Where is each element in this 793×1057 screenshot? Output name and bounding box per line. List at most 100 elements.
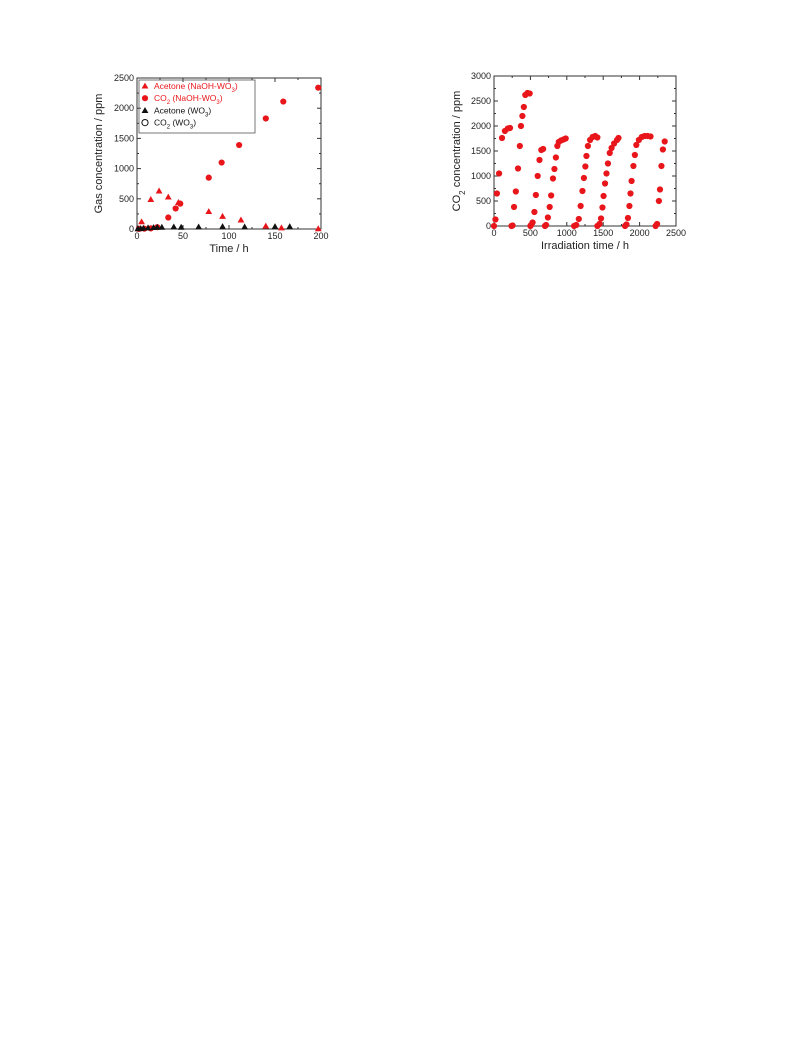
left-series-1-point bbox=[236, 141, 243, 149]
right-y-tick-label: 3000 bbox=[471, 71, 491, 81]
left-series-1-point bbox=[280, 98, 287, 105]
right-y-tick-label: 2000 bbox=[471, 121, 491, 131]
left-series-2-point bbox=[286, 223, 294, 230]
right-series-point bbox=[548, 192, 555, 199]
left-series-0-point bbox=[314, 225, 322, 232]
right-series-point bbox=[583, 152, 590, 160]
right-y-tick-label: 1000 bbox=[471, 171, 491, 181]
right-series-point bbox=[579, 187, 586, 195]
right-series-point bbox=[532, 191, 539, 199]
left-y-tick-label: 2000 bbox=[114, 103, 134, 113]
right-series-point bbox=[549, 175, 557, 182]
left-series-2-point bbox=[271, 223, 279, 230]
right-series-point bbox=[542, 221, 550, 229]
right-series-point bbox=[551, 165, 558, 173]
right-series-point bbox=[628, 177, 635, 185]
left-series-1-point bbox=[315, 84, 322, 91]
right-series-point bbox=[656, 186, 664, 193]
left-series-2-point bbox=[140, 224, 147, 231]
right-series-point bbox=[653, 220, 661, 228]
left-series-0-point bbox=[205, 208, 213, 215]
left-series-2-point bbox=[170, 223, 178, 230]
right-y-tick-label: 2500 bbox=[471, 96, 491, 106]
left-legend: Acetone (NaOH-WO3)CO2 (NaOH-WO3)Acetone … bbox=[138, 79, 256, 134]
right-x-axis-label: Irradiation time / h bbox=[541, 240, 629, 252]
right-series-point bbox=[531, 208, 538, 216]
left-series-0-point bbox=[147, 196, 155, 202]
right-series-point bbox=[659, 146, 666, 153]
left-legend-marker bbox=[141, 119, 149, 127]
right-x-tick-label: 2500 bbox=[666, 228, 686, 238]
right-series-point bbox=[631, 151, 638, 159]
left-legend-marker bbox=[141, 82, 149, 89]
right-series-point bbox=[516, 142, 523, 150]
right-series-point bbox=[597, 215, 605, 222]
left-x-axis-label: Time / h bbox=[209, 243, 248, 255]
right-series-point bbox=[626, 202, 633, 210]
left-legend-frame bbox=[138, 79, 256, 134]
right-series-point bbox=[599, 204, 606, 211]
right-series-point bbox=[624, 214, 632, 222]
left-series-2-point bbox=[177, 223, 185, 230]
right-series-point bbox=[573, 221, 580, 229]
right-x-tick-label: 500 bbox=[523, 228, 538, 238]
left-legend-marker bbox=[141, 95, 149, 102]
right-series-point bbox=[608, 144, 615, 152]
right-series-point bbox=[512, 188, 519, 195]
left-y-axis-label: Gas concentration / ppm bbox=[93, 94, 105, 214]
right-series-point bbox=[514, 165, 522, 172]
right-series-point bbox=[633, 141, 640, 149]
left-legend-entry-2: Acetone (WO3) bbox=[154, 105, 211, 118]
right-series-point bbox=[492, 216, 499, 223]
left-series-0-point bbox=[237, 216, 245, 223]
left-series-2-point bbox=[241, 223, 249, 230]
left-series-0-point bbox=[278, 224, 285, 231]
right-series-point bbox=[603, 170, 610, 177]
right-series-point bbox=[498, 134, 506, 142]
left-x-tick-label: 200 bbox=[313, 231, 328, 241]
left-series-0-point bbox=[164, 193, 172, 200]
right-series-0 bbox=[490, 89, 668, 230]
right-series-point bbox=[544, 214, 551, 221]
right-series-point bbox=[520, 103, 527, 111]
right-series-point bbox=[584, 142, 592, 150]
right-series-point bbox=[536, 156, 543, 164]
left-x-tick-label: 0 bbox=[134, 231, 139, 241]
right-series-point bbox=[534, 172, 541, 180]
right-series-point bbox=[506, 124, 514, 132]
left-series-0-point bbox=[262, 222, 270, 229]
left-legend-entry-1: CO2 (NaOH-WO3) bbox=[154, 93, 223, 106]
left-x-tick-label: 100 bbox=[221, 231, 236, 241]
left-y-tick-label: 500 bbox=[119, 194, 134, 204]
left-legend-marker bbox=[141, 107, 149, 113]
right-series-point bbox=[540, 145, 547, 153]
right-series-point bbox=[575, 215, 582, 223]
left-x-tick-label: 150 bbox=[267, 231, 282, 241]
right-series-point bbox=[552, 154, 559, 161]
left-series-1-point bbox=[218, 159, 225, 166]
left-legend-entry-3: CO2 (WO3) bbox=[154, 118, 196, 131]
right-y-tick-label: 1500 bbox=[471, 146, 491, 156]
right-series-point bbox=[546, 203, 553, 211]
right-x-tick-label: 0 bbox=[491, 228, 496, 238]
right-x-tick-label: 1500 bbox=[593, 228, 613, 238]
right-series-point bbox=[655, 197, 662, 205]
left-series-0-point bbox=[219, 212, 226, 219]
right-series-point bbox=[615, 134, 622, 142]
left-series-0-point bbox=[155, 187, 163, 194]
right-series-point bbox=[623, 221, 630, 228]
left-series-2-point bbox=[144, 224, 152, 231]
left-x-tick-label: 50 bbox=[178, 231, 188, 241]
right-series-point bbox=[630, 162, 637, 170]
right-series-point bbox=[658, 162, 665, 170]
left-series-2 bbox=[134, 223, 294, 232]
left-series-2-point bbox=[195, 223, 203, 230]
left-series-1-point bbox=[205, 174, 212, 181]
right-series-point bbox=[594, 134, 601, 141]
co2-irradiation-chart: 0 500 1000 1500 2000 2500 0 500 1000 1500 2000 2500… bbox=[451, 71, 686, 252]
left-series-2-point bbox=[219, 223, 226, 230]
right-x-tick-label: 1000 bbox=[557, 228, 577, 238]
right-series-point bbox=[582, 163, 589, 170]
left-series-1-point bbox=[262, 115, 269, 122]
left-series-0-point bbox=[138, 218, 145, 225]
